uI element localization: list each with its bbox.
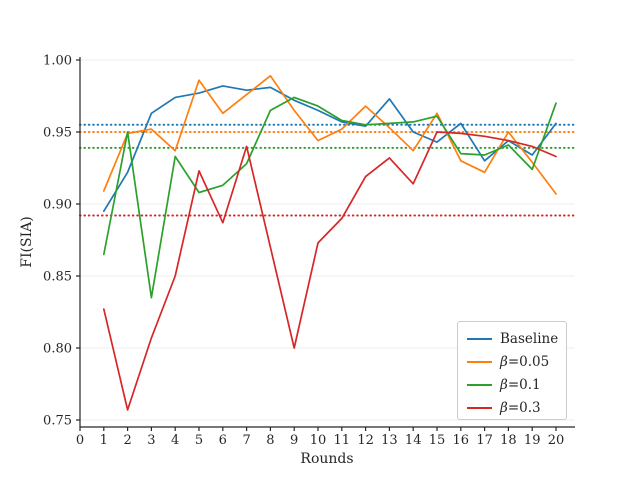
x-tick-label: 14 <box>405 433 422 448</box>
y-tick-label: 0.75 <box>43 414 72 429</box>
legend-label: β=0.1 <box>500 376 541 393</box>
y-tick-label: 1.00 <box>43 54 72 69</box>
x-tick-label: 1 <box>100 433 108 448</box>
x-tick-label: 13 <box>381 433 398 448</box>
x-tick-label: 4 <box>171 433 179 448</box>
legend-line-swatch <box>467 383 492 386</box>
x-tick-label: 17 <box>476 433 493 448</box>
legend: Baseline β=0.05 β=0.1 β=0.3 <box>457 321 567 420</box>
x-tick-label: 12 <box>357 433 374 448</box>
x-tick-label: 5 <box>195 433 203 448</box>
x-tick-label: 10 <box>310 433 327 448</box>
y-tick-label: 0.85 <box>43 270 72 285</box>
y-tick-label: 0.95 <box>43 126 72 141</box>
legend-label: β=0.05 <box>500 353 550 370</box>
x-tick-label: 0 <box>76 433 84 448</box>
series-line-1 <box>102 74 557 195</box>
legend-item-baseline: Baseline <box>467 327 566 350</box>
y-axis-label: FI(SIA) <box>19 216 35 268</box>
x-tick-label: 8 <box>266 433 274 448</box>
legend-line-swatch <box>467 360 492 363</box>
legend-line-swatch <box>467 337 492 340</box>
x-tick-label: 20 <box>548 433 565 448</box>
legend-label: β=0.3 <box>500 399 541 416</box>
y-tick-label: 0.80 <box>43 342 72 357</box>
x-tick-label: 3 <box>147 433 155 448</box>
x-tick-label: 7 <box>242 433 250 448</box>
x-tick-label: 2 <box>123 433 131 448</box>
y-tick-label: 0.90 <box>43 198 72 213</box>
x-tick-label: 18 <box>500 433 517 448</box>
x-tick-label: 9 <box>290 433 298 448</box>
legend-line-swatch <box>467 406 492 409</box>
x-tick-label: 6 <box>219 433 227 448</box>
x-tick-label: 11 <box>334 433 351 448</box>
series-line-3 <box>102 131 557 411</box>
x-tick-label: 19 <box>524 433 541 448</box>
series-line-2 <box>102 96 557 299</box>
x-tick-label: 16 <box>453 433 470 448</box>
legend-item-beta-01: β=0.1 <box>467 373 566 396</box>
legend-item-beta-005: β=0.05 <box>467 350 566 373</box>
legend-item-beta-03: β=0.3 <box>467 396 566 419</box>
legend-label: Baseline <box>500 330 559 347</box>
x-tick-label: 15 <box>429 433 446 448</box>
x-axis-label: Rounds <box>300 451 354 467</box>
